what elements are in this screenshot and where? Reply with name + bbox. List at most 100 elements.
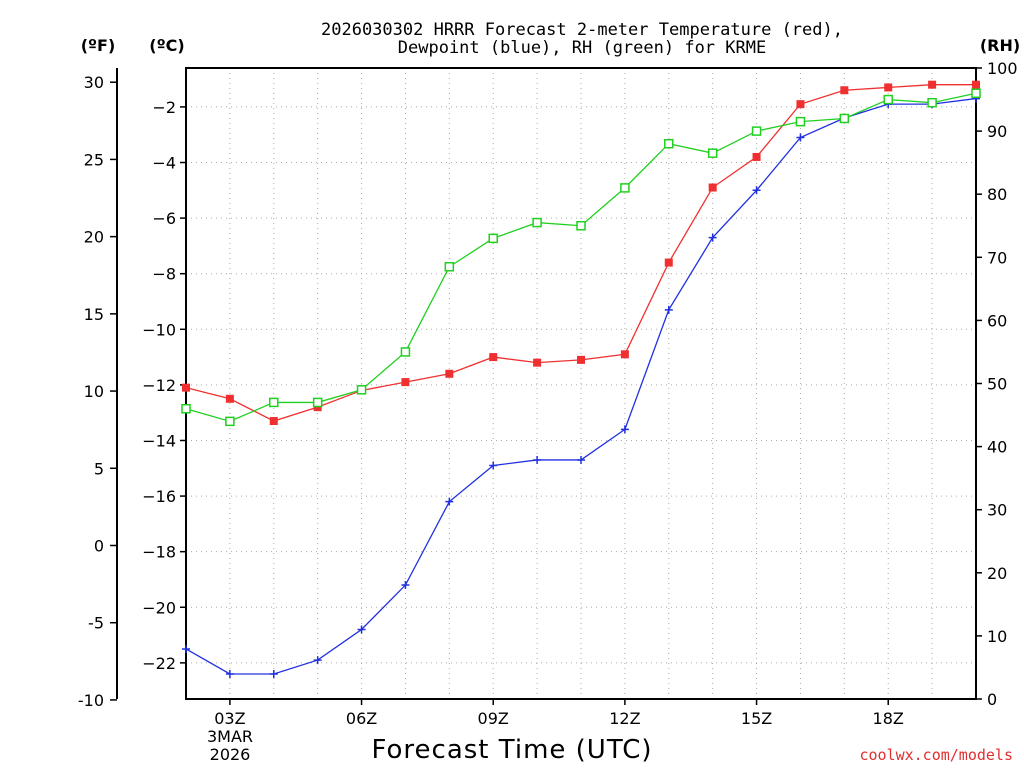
rh-tick-label: 0	[987, 690, 997, 709]
celsius-tick-label: −16	[142, 487, 176, 506]
date-label-line-2: 2026	[210, 745, 251, 764]
dewpoint-point	[489, 461, 498, 470]
dewpoint-point	[620, 425, 629, 434]
fahrenheit-tick-label: 5	[94, 459, 104, 478]
dewpoint-point	[664, 305, 673, 314]
chart-title-line-1: 2026030302 HRRR Forecast 2-meter Tempera…	[321, 20, 843, 40]
rh-point	[269, 397, 279, 408]
fahrenheit-tick-label: -10	[78, 691, 104, 710]
temperature-point	[225, 394, 234, 403]
temperature-point	[533, 358, 542, 367]
rh-tick-label: 100	[987, 59, 1018, 78]
temperature-point	[928, 80, 937, 89]
dewpoint-point	[577, 455, 585, 464]
series-rh	[181, 88, 981, 427]
temperature-point	[620, 350, 629, 359]
data-series	[181, 80, 981, 678]
celsius-tick-label: −2	[152, 98, 176, 117]
fahrenheit-tick-label: 30	[84, 73, 104, 92]
fahrenheit-tick-label: -5	[88, 614, 104, 633]
temperature-point	[708, 183, 717, 192]
temperature-point	[664, 258, 673, 267]
x-tick-label: 06Z	[346, 709, 377, 728]
dewpoint-point	[533, 455, 542, 464]
rh-point	[532, 217, 542, 228]
rh-point	[707, 148, 718, 158]
celsius-unit-label: (ºC)	[149, 36, 184, 55]
x-tick-label: 15Z	[741, 709, 772, 728]
celsius-tick-label: −4	[152, 154, 176, 173]
celsius-tick-label: −6	[152, 209, 176, 228]
rh-point	[400, 347, 411, 357]
temperature-point	[796, 100, 805, 109]
rh-point	[312, 397, 323, 408]
celsius-tick-label: −14	[142, 431, 176, 450]
credit-text: coolwx.com/models	[859, 746, 1013, 764]
x-axis-label: Forecast Time (UTC)	[371, 735, 652, 765]
dewpoint-point	[269, 669, 278, 678]
temperature-point	[577, 355, 585, 364]
dewpoint-point	[401, 581, 410, 590]
celsius-tick-label: −22	[142, 654, 176, 673]
rh-point	[576, 221, 586, 231]
celsius-tick-label: −18	[142, 543, 176, 562]
rh-point	[971, 88, 981, 98]
temperature-point	[489, 353, 498, 362]
chart-title-line-2: Dewpoint (blue), RH (green) for KRME	[398, 38, 766, 58]
rh-point	[883, 94, 893, 105]
rh-point	[751, 126, 762, 136]
rh-tick-label: 90	[987, 122, 1007, 141]
temperature-point	[840, 86, 849, 95]
fahrenheit-tick-label: 0	[94, 536, 104, 555]
dewpoint-point	[313, 656, 322, 665]
rh-point	[839, 113, 850, 124]
fahrenheit-tick-label: 15	[84, 305, 104, 324]
celsius-tick-label: −8	[152, 265, 176, 284]
rh-point	[927, 97, 937, 108]
series-line-dewpoint	[185, 97, 977, 675]
rh-tick-label: 70	[987, 248, 1007, 267]
celsius-tick-label: −10	[142, 320, 176, 339]
dewpoint-point	[357, 625, 366, 634]
rh-tick-label: 60	[987, 311, 1007, 330]
series-dewpoint	[182, 94, 980, 678]
rh-point	[356, 385, 367, 395]
axes	[110, 67, 982, 705]
rh-tick-label: 80	[987, 185, 1007, 204]
dewpoint-point	[182, 644, 190, 653]
series-line-temperature	[185, 84, 976, 422]
rh-tick-label: 20	[987, 564, 1007, 583]
fahrenheit-tick-label: 10	[84, 382, 104, 401]
temperature-point	[972, 80, 980, 89]
rh-point	[444, 262, 455, 272]
series-line-rh	[185, 92, 977, 423]
rh-point	[488, 233, 498, 244]
tick-labels: 302520151050-5-10−2−4−6−8−10−12−14−16−18…	[78, 59, 1018, 728]
x-tick-label: 18Z	[873, 709, 904, 728]
temperature-point	[269, 417, 278, 426]
grid-lines	[186, 68, 976, 699]
celsius-tick-label: −12	[142, 376, 176, 395]
fahrenheit-tick-label: 20	[84, 228, 104, 247]
date-label-line-1: 3MAR	[207, 727, 253, 746]
rh-point	[620, 183, 630, 193]
rh-tick-label: 10	[987, 627, 1007, 646]
rh-unit-label: (RH)	[980, 36, 1020, 55]
rh-tick-label: 40	[987, 438, 1007, 457]
x-tick-label: 09Z	[478, 709, 509, 728]
temperature-point	[884, 83, 893, 92]
rh-point	[225, 416, 235, 427]
rh-point	[795, 116, 806, 127]
dewpoint-point	[708, 233, 717, 242]
rh-tick-label: 50	[987, 375, 1007, 394]
dewpoint-point	[752, 186, 761, 195]
fahrenheit-unit-label: (ºF)	[81, 36, 116, 55]
rh-point	[181, 403, 191, 414]
temperature-point	[401, 378, 410, 387]
celsius-tick-label: −20	[142, 598, 176, 617]
x-tick-label: 03Z	[214, 709, 245, 728]
rh-point	[664, 138, 674, 149]
dewpoint-point	[225, 669, 234, 678]
fahrenheit-tick-label: 25	[84, 150, 104, 169]
dewpoint-point	[445, 497, 454, 506]
